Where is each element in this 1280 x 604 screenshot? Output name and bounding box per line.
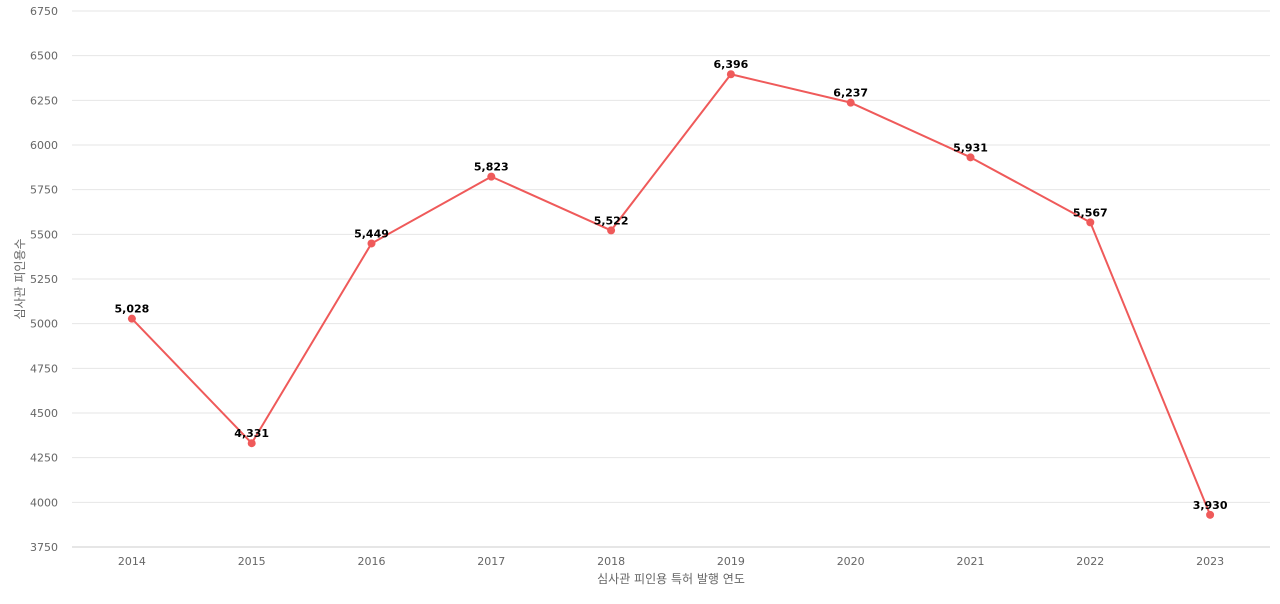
y-tick-label: 6750 xyxy=(30,5,58,18)
y-tick-label: 5250 xyxy=(30,273,58,286)
y-tick-label: 4000 xyxy=(30,496,58,509)
data-point[interactable] xyxy=(607,226,616,235)
x-tick-label: 2018 xyxy=(597,555,625,568)
data-label: 6,396 xyxy=(714,58,749,71)
x-axis-ticks: 2014 2015 2016 2017 2018 2019 2020 2021 2022 2023 xyxy=(118,555,1224,568)
x-axis-title: 심사관 피인용 특허 발행 연도 xyxy=(597,571,745,586)
x-tick-label: 2016 xyxy=(358,555,386,568)
data-point[interactable] xyxy=(487,172,496,181)
y-axis-title: 심사관 피인용수 xyxy=(13,238,27,319)
x-tick-label: 2015 xyxy=(238,555,266,568)
x-tick-label: 2019 xyxy=(717,555,745,568)
series-layer xyxy=(127,70,1215,519)
data-label: 5,028 xyxy=(115,303,150,316)
data-label: 5,931 xyxy=(953,141,988,154)
y-tick-label: 4750 xyxy=(30,362,58,375)
y-tick-label: 4500 xyxy=(30,407,58,420)
data-labels: 5,028 4,331 5,449 5,823 5,522 6,396 6,237 5,931… xyxy=(115,58,1228,512)
series-line xyxy=(131,73,1212,516)
data-point[interactable] xyxy=(127,314,136,323)
data-label: 3,930 xyxy=(1193,499,1228,512)
grid-lines xyxy=(72,10,1270,503)
data-label: 5,449 xyxy=(354,227,389,240)
y-tick-label: 4250 xyxy=(30,452,58,465)
y-tick-label: 6000 xyxy=(30,139,58,152)
data-label: 4,331 xyxy=(234,427,269,440)
x-tick-label: 2021 xyxy=(957,555,985,568)
data-point[interactable] xyxy=(966,153,975,162)
x-tick-label: 2020 xyxy=(837,555,865,568)
data-label: 5,522 xyxy=(594,214,629,227)
data-point[interactable] xyxy=(726,70,735,79)
data-label: 5,823 xyxy=(474,161,509,174)
data-label: 5,567 xyxy=(1073,206,1108,219)
x-tick-label: 2023 xyxy=(1196,555,1224,568)
y-tick-label: 5000 xyxy=(30,318,58,331)
x-tick-label: 2017 xyxy=(477,555,505,568)
y-tick-label: 5750 xyxy=(30,184,58,197)
data-label: 6,237 xyxy=(833,87,868,100)
x-tick-label: 2014 xyxy=(118,555,146,568)
data-point[interactable] xyxy=(367,239,376,248)
y-tick-label: 5500 xyxy=(30,228,58,241)
y-tick-label: 6250 xyxy=(30,94,58,107)
data-point[interactable] xyxy=(1086,218,1095,227)
y-tick-label: 6500 xyxy=(30,50,58,63)
data-point[interactable] xyxy=(1206,510,1215,519)
x-tick-label: 2022 xyxy=(1076,555,1104,568)
data-point[interactable] xyxy=(247,439,256,448)
data-point[interactable] xyxy=(846,98,855,107)
y-tick-label: 3750 xyxy=(30,541,58,554)
y-axis-ticks: 3750 4000 4250 4500 4750 5000 5250 5500 5750 6000… xyxy=(30,5,58,554)
